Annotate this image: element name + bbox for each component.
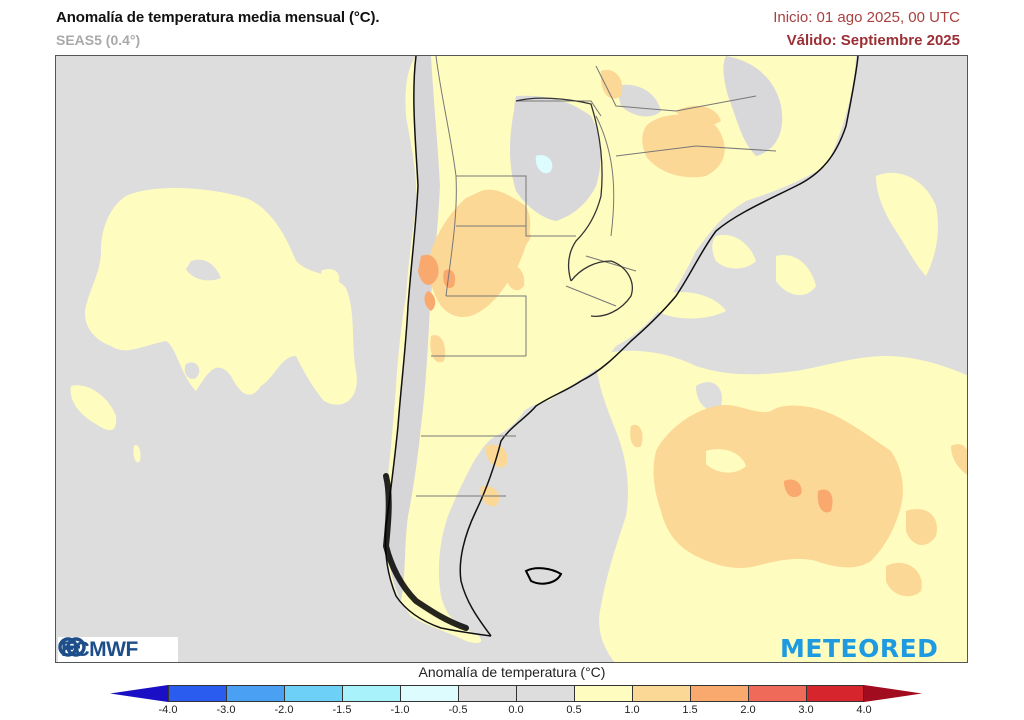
colorbar-ticks: -4.0 -3.0 -2.0 -1.5 -1.0 -0.5 0.0 0.5 1.… [0, 704, 1024, 720]
init-date: Inicio: 01 ago 2025, 00 UTC [773, 9, 960, 26]
colorbar [110, 685, 922, 702]
colorbar-bin [516, 685, 574, 702]
colorbar-tick: -3.0 [216, 704, 236, 716]
chart-title: Anomalía de temperatura media mensual (°… [56, 9, 380, 26]
anomaly-map: ECMWF METEORED [55, 55, 968, 663]
colorbar-bin [458, 685, 516, 702]
map-shading [56, 56, 967, 662]
meteored-logo: METEORED [780, 634, 939, 663]
valid-period: Válido: Septiembre 2025 [786, 32, 960, 49]
colorbar-bin [632, 685, 690, 702]
colorbar-tick: 1.0 [624, 704, 640, 716]
colorbar-tick: 0.5 [566, 704, 582, 716]
colorbar-tick: -2.0 [274, 704, 294, 716]
model-label: SEAS5 (0.4°) [56, 32, 141, 48]
colorbar-tick: 3.0 [798, 704, 814, 716]
colorbar-bin [226, 685, 284, 702]
colorbar-bin [342, 685, 400, 702]
colorbar-bin [400, 685, 458, 702]
colorbar-bin [806, 685, 864, 702]
colorbar-tick: -0.5 [448, 704, 468, 716]
colorbar-tick: -1.5 [332, 704, 352, 716]
colorbar-tick: -4.0 [158, 704, 178, 716]
colorbar-bin [690, 685, 748, 702]
colorbar-label: Anomalía de temperatura (°C) [418, 664, 606, 680]
colorbar-tick: 4.0 [856, 704, 872, 716]
ecmwf-globe-icon [58, 637, 86, 657]
colorbar-tick: -1.0 [390, 704, 410, 716]
colorbar-bin [168, 685, 226, 702]
ecmwf-logo: ECMWF [58, 637, 178, 662]
colorbar-bin [574, 685, 632, 702]
colorbar-bin [284, 685, 342, 702]
colorbar-tick: 1.5 [682, 704, 698, 716]
colorbar-tick: 2.0 [740, 704, 756, 716]
colorbar-arrows [110, 685, 922, 702]
colorbar-tick: 0.0 [508, 704, 524, 716]
colorbar-bin [748, 685, 806, 702]
